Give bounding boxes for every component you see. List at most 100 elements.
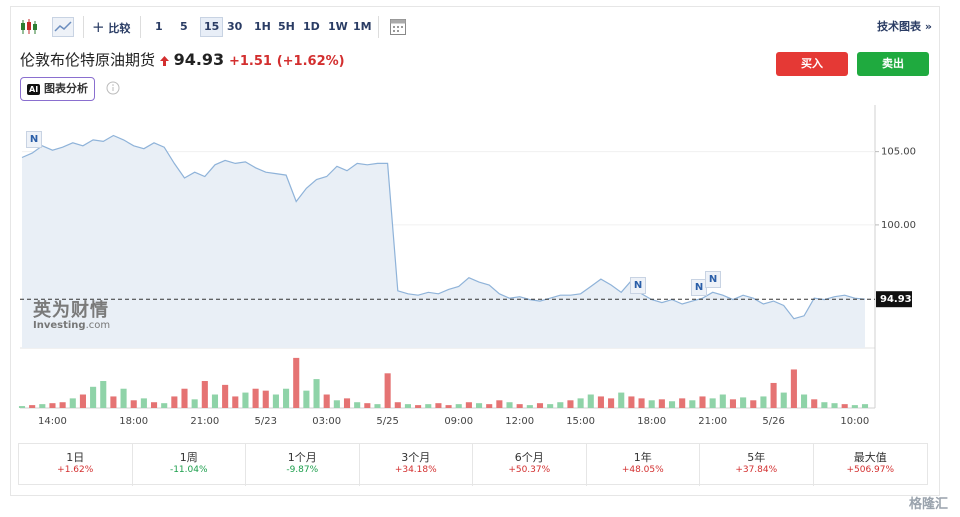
price-change: +1.51 [228, 54, 272, 69]
instrument-header: 伦敦布伦特原油期货 94.93 +1.51 (+1.62%) [20, 50, 345, 72]
volume-bar [262, 390, 269, 408]
volume-bar [303, 390, 310, 408]
volume-bar [536, 403, 544, 408]
period-change: -9.87% [286, 465, 319, 475]
period-change: +34.18% [394, 465, 437, 475]
period-change: +48.05% [621, 465, 664, 475]
x-tick-label: 18:00 [119, 416, 148, 427]
ai-label: 图表分析 [44, 82, 89, 95]
volume-bar [140, 398, 147, 408]
period-label: 6个月 [514, 451, 544, 464]
volume-bar [831, 403, 838, 408]
interval-button[interactable]: 1M [353, 20, 372, 33]
period-cell[interactable]: 最大值 +506.97% [814, 444, 928, 486]
volume-bar [181, 388, 188, 408]
volume-bar [333, 400, 340, 408]
volume-bar [100, 381, 107, 408]
period-label: 1日 [66, 451, 85, 464]
period-change: +1.62% [57, 465, 94, 475]
interval-button[interactable]: 5H [278, 20, 295, 33]
volume-bar [709, 398, 716, 408]
period-cell[interactable]: 6个月 +50.37% [473, 444, 587, 486]
news-marker[interactable]: N [691, 279, 707, 296]
interval-button[interactable]: 1H [254, 20, 271, 33]
volume-bar [171, 396, 178, 408]
volume-bar [608, 398, 615, 408]
x-tick-label: 09:00 [444, 416, 473, 427]
volume-bar [668, 401, 676, 408]
sell-button[interactable]: 卖出 [857, 52, 929, 76]
volume-bar [191, 399, 198, 408]
volume-bar [780, 392, 787, 408]
volume-bar [415, 405, 422, 408]
price-line [21, 134, 866, 320]
volume-bar [821, 402, 828, 408]
volume-bar [557, 402, 564, 408]
volume-bar [770, 382, 777, 408]
news-marker[interactable]: N [705, 271, 721, 288]
interval-button[interactable]: 1D [303, 20, 320, 33]
volume-bar [861, 404, 869, 408]
area-fill [22, 135, 865, 348]
volume-bar [354, 402, 361, 408]
period-change: +506.97% [846, 465, 895, 475]
interval-button[interactable]: 1W [328, 20, 348, 33]
calendar-icon[interactable] [390, 18, 406, 36]
buy-button[interactable]: 买入 [776, 52, 848, 76]
instrument-name: 伦敦布伦特原油期货 [20, 51, 156, 69]
x-tick-label: 12:00 [505, 416, 534, 427]
compare-button[interactable]: + 比较 [92, 18, 131, 36]
volume-bar [29, 405, 36, 408]
volume-bar [211, 394, 219, 408]
volume-bar [283, 388, 290, 408]
volume-bar [577, 398, 584, 408]
interval-button[interactable]: 5 [180, 20, 188, 33]
period-label: 1个月 [287, 451, 317, 464]
interval-button[interactable]: 1 [155, 20, 163, 33]
volume-bar [526, 405, 533, 408]
volume-bar [729, 399, 737, 408]
volume-bar [628, 396, 635, 408]
period-label: 最大值 [853, 451, 887, 464]
volume-bar [587, 394, 594, 408]
period-cell[interactable]: 1个月 -9.87% [246, 444, 360, 486]
candle-icon[interactable] [20, 18, 38, 36]
volume-bar [313, 379, 320, 408]
x-tick-label: 21:00 [698, 416, 727, 427]
last-price-label: 94.93 [880, 294, 912, 305]
x-tick-label: 03:00 [312, 416, 341, 427]
period-cell[interactable]: 5年 +37.84% [700, 444, 814, 486]
ai-analysis-button[interactable]: AI 图表分析 [20, 77, 96, 101]
volume-bar [658, 399, 665, 408]
period-cell[interactable]: 1周 -11.04% [133, 444, 246, 486]
volume-bar [404, 404, 411, 408]
volume-bar [516, 404, 523, 408]
interval-button[interactable]: 15 [200, 17, 224, 37]
volume-bar [39, 404, 46, 408]
period-cell[interactable]: 3个月 +34.18% [360, 444, 473, 486]
volume-bar [506, 402, 513, 408]
x-tick-label: 10:00 [840, 416, 869, 427]
line-icon[interactable] [52, 17, 74, 37]
frame [10, 6, 940, 496]
period-label: 1年 [633, 451, 652, 464]
info-icon[interactable] [106, 81, 120, 95]
volume-bar [293, 357, 300, 408]
x-tick-label: 5/23 [255, 416, 277, 427]
divider [378, 16, 379, 38]
volume-bar [120, 388, 127, 408]
news-marker[interactable]: N [630, 277, 646, 294]
news-marker[interactable]: N [26, 131, 42, 148]
interval-button[interactable]: 30 [227, 20, 243, 33]
ai-badge: AI [27, 83, 41, 95]
watermark-suffix: .com [85, 320, 111, 331]
corner-logo: 格隆汇 [908, 497, 948, 512]
volume-bar [699, 396, 706, 408]
period-cell[interactable]: 1日 +1.62% [19, 444, 133, 486]
volume-bar [232, 396, 239, 408]
technical-chart-link[interactable]: 技术图表 » [877, 20, 932, 33]
volume-bar [79, 394, 86, 408]
period-cell[interactable]: 1年 +48.05% [587, 444, 700, 486]
